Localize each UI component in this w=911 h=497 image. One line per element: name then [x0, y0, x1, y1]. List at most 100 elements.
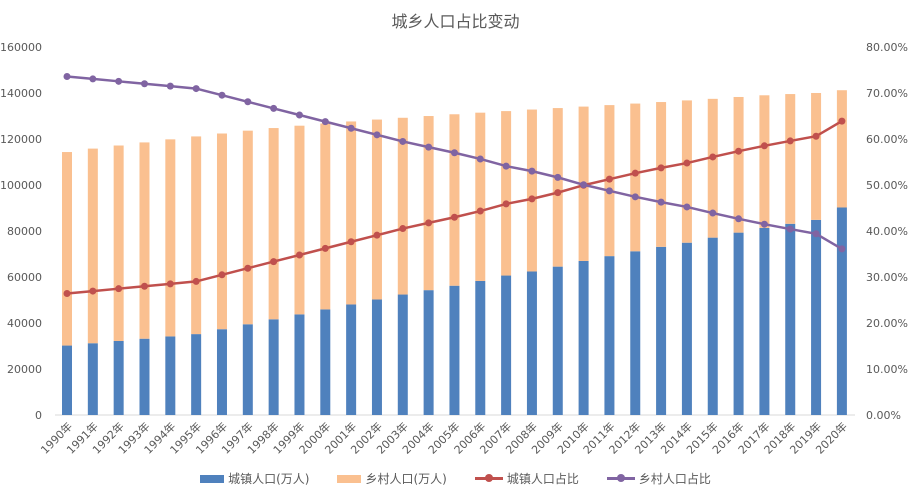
- point-urban-ratio: [476, 207, 484, 215]
- point-urban-ratio: [735, 147, 743, 155]
- bar-urban: [526, 271, 537, 415]
- bar-rural: [552, 108, 563, 267]
- point-urban-ratio: [502, 200, 510, 208]
- y-right-tick-label: 0.00%: [866, 409, 901, 422]
- bar-rural: [397, 117, 408, 295]
- point-urban-ratio: [347, 238, 355, 246]
- legend-label: 乡村人口占比: [638, 472, 711, 486]
- bar-urban: [371, 299, 382, 415]
- bar-urban: [604, 256, 615, 415]
- bar-urban: [578, 260, 589, 415]
- point-rural-ratio: [115, 77, 123, 85]
- point-rural-ratio: [89, 75, 97, 83]
- bar-urban: [242, 324, 253, 415]
- point-urban-ratio: [140, 282, 148, 290]
- y-right-tick-label: 30.00%: [866, 271, 908, 284]
- point-rural-ratio: [554, 173, 562, 181]
- point-rural-ratio: [347, 124, 355, 132]
- bar-urban: [191, 334, 202, 415]
- point-rural-ratio: [218, 91, 226, 99]
- bar-rural: [242, 130, 253, 325]
- bar-rural: [501, 111, 512, 276]
- point-rural-ratio: [786, 225, 794, 233]
- y-right-tick-label: 80.00%: [866, 41, 908, 54]
- point-urban-ratio: [683, 159, 691, 167]
- point-rural-ratio: [166, 82, 174, 90]
- point-urban-ratio: [631, 169, 639, 177]
- point-urban-ratio: [838, 117, 846, 125]
- point-rural-ratio: [735, 215, 743, 223]
- bar-rural: [268, 128, 279, 320]
- point-urban-ratio: [115, 285, 123, 293]
- legend-line-marker-icon: [606, 474, 635, 482]
- bar-urban: [475, 280, 486, 415]
- bar-rural: [811, 92, 822, 220]
- point-urban-ratio: [528, 195, 536, 203]
- bar-urban: [397, 294, 408, 415]
- bar-urban: [759, 227, 770, 415]
- bar-urban: [346, 304, 357, 415]
- y-right-tick-label: 20.00%: [866, 317, 908, 330]
- y-left-tick-label: 80000: [7, 225, 42, 238]
- bar-rural: [371, 119, 382, 300]
- bar-rural: [113, 145, 124, 341]
- point-rural-ratio: [425, 143, 433, 151]
- bar-urban: [707, 237, 718, 415]
- point-urban-ratio: [760, 142, 768, 150]
- point-urban-ratio: [709, 153, 717, 161]
- bar-urban: [423, 290, 434, 415]
- bar-rural: [759, 95, 770, 228]
- point-rural-ratio: [631, 193, 639, 201]
- bar-urban: [113, 340, 124, 415]
- point-rural-ratio: [683, 203, 691, 211]
- chart-title: 城乡人口占比变动: [391, 12, 520, 31]
- point-rural-ratio: [295, 111, 303, 119]
- point-urban-ratio: [166, 280, 174, 288]
- point-urban-ratio: [321, 244, 329, 252]
- bar-rural: [320, 123, 331, 310]
- bar-rural: [526, 109, 537, 272]
- bar-urban: [294, 314, 305, 415]
- point-rural-ratio: [321, 118, 329, 126]
- legend-label: 乡村人口(万人): [365, 472, 447, 486]
- point-urban-ratio: [554, 189, 562, 197]
- bar-rural: [346, 121, 357, 305]
- point-rural-ratio: [270, 104, 278, 112]
- y-right-tick-label: 70.00%: [866, 87, 908, 100]
- bar-rural: [475, 112, 486, 281]
- bar-urban: [656, 246, 667, 415]
- y-right-tick-label: 40.00%: [866, 225, 908, 238]
- bar-rural: [294, 125, 305, 315]
- y-left-tick-label: 140000: [0, 87, 42, 100]
- point-rural-ratio: [812, 230, 820, 238]
- bar-rural: [449, 114, 460, 286]
- point-urban-ratio: [295, 251, 303, 259]
- point-rural-ratio: [580, 181, 588, 189]
- bar-rural: [216, 133, 227, 330]
- point-urban-ratio: [63, 290, 71, 298]
- point-rural-ratio: [838, 245, 846, 253]
- y-left-tick-label: 160000: [0, 41, 42, 54]
- legend: 城镇人口(万人) 乡村人口(万人) 城镇人口占比 乡村人口占比: [0, 470, 911, 487]
- bar-rural: [62, 152, 72, 346]
- point-rural-ratio: [605, 187, 613, 195]
- bar-urban: [87, 343, 98, 415]
- bar-urban: [811, 219, 822, 415]
- bar-rural: [87, 148, 98, 344]
- bar-urban: [449, 285, 460, 415]
- point-rural-ratio: [657, 198, 665, 206]
- point-rural-ratio: [244, 98, 252, 106]
- point-rural-ratio: [502, 162, 510, 170]
- point-urban-ratio: [218, 271, 226, 279]
- point-urban-ratio: [812, 132, 820, 140]
- legend-item: 乡村人口占比: [606, 470, 711, 487]
- point-rural-ratio: [476, 155, 484, 163]
- y-left-tick-label: 0: [35, 409, 42, 422]
- point-urban-ratio: [399, 225, 407, 233]
- legend-line-marker-icon: [474, 474, 503, 482]
- point-rural-ratio: [140, 80, 148, 88]
- point-urban-ratio: [657, 164, 665, 172]
- bar-rural: [139, 142, 150, 339]
- point-urban-ratio: [450, 213, 458, 221]
